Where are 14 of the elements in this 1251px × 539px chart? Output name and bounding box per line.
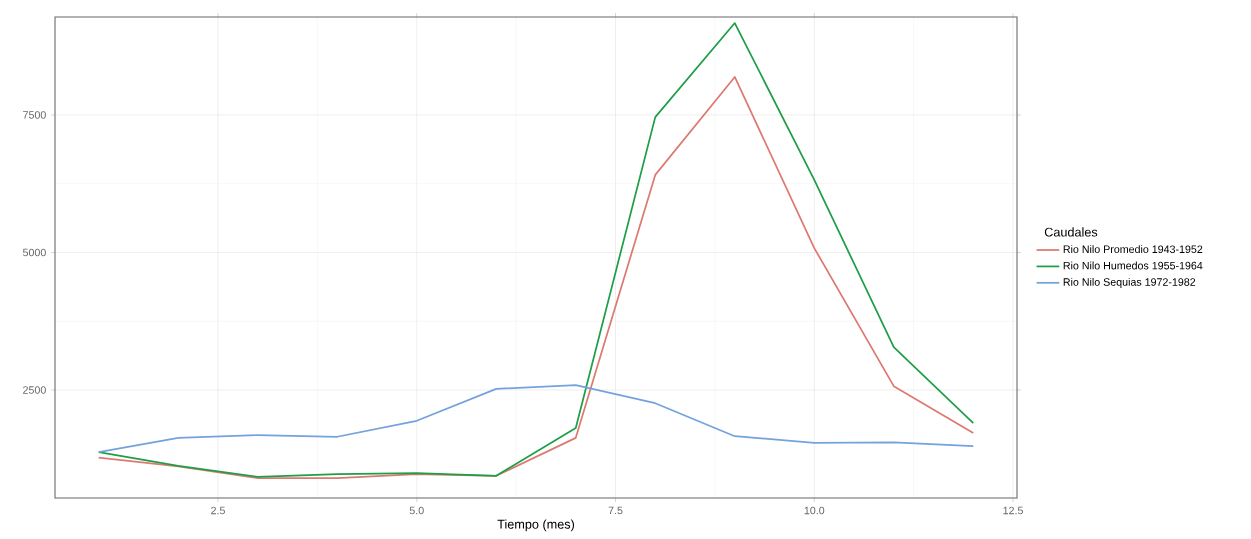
legend-title: Caudales <box>1044 227 1098 237</box>
y-tick-label: 5000 <box>22 248 46 257</box>
y-tick-label: 2500 <box>23 386 46 394</box>
x-tick-label: 5.0 <box>409 506 424 515</box>
line-series <box>97 384 975 454</box>
x-axis-title: Tiempo (mes) <box>497 519 575 532</box>
legend-label: Rio Nilo Humedos 1955-1964 <box>1063 261 1203 270</box>
y-tick-label: 7500 <box>23 111 46 119</box>
x-tick-label: 12.5 <box>1003 506 1023 515</box>
x-tick-label: 7.5 <box>608 506 623 515</box>
x-tick-label: 2.5 <box>211 506 225 515</box>
legend-label: Rio Nilo Sequias 1972-1982 <box>1063 277 1196 288</box>
legend-label: Rio Nilo Promedio 1943-1952 <box>1063 245 1203 253</box>
x-tick-label: 10.0 <box>804 506 825 515</box>
